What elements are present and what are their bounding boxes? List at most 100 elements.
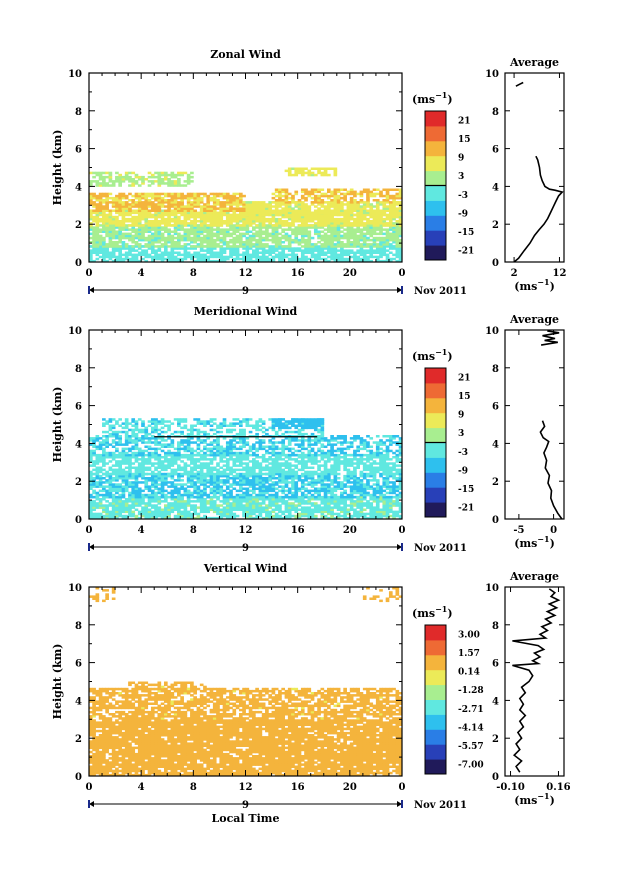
- heatmap-cell: [160, 217, 165, 221]
- heatmap-cell: [92, 203, 96, 206]
- heatmap-cell: [147, 489, 152, 493]
- heatmap-cell: [115, 483, 119, 486]
- heatmap-cell: [209, 234, 214, 238]
- heatmap-cell: [261, 245, 266, 248]
- heatmap-cell: [395, 485, 400, 488]
- heatmap-cell: [157, 211, 162, 215]
- heatmap-cell: [137, 175, 142, 179]
- heatmap-cell: [255, 495, 259, 499]
- heatmap-cell: [375, 481, 380, 484]
- heatmap-cell: [313, 255, 318, 259]
- heatmap-cell: [343, 491, 347, 495]
- heatmap-cell: [327, 516, 331, 520]
- heatmap-cell: [271, 508, 276, 511]
- heatmap-cell: [258, 213, 263, 217]
- heatmap-cell: [245, 510, 250, 514]
- heatmap-cell: [111, 209, 116, 212]
- heatmap-cell: [304, 259, 308, 263]
- heatmap-cell: [278, 213, 282, 217]
- heatmap-cell: [115, 468, 119, 472]
- heatmap-cell: [177, 180, 181, 183]
- heatmap-cell: [177, 472, 181, 476]
- heatmap-cell: [177, 510, 181, 514]
- heatmap-cell: [323, 483, 328, 486]
- heatmap-cell: [317, 495, 321, 499]
- heatmap-cell: [131, 249, 136, 252]
- heatmap-cell: [366, 232, 370, 236]
- heatmap-cell: [242, 232, 246, 236]
- heatmap-cell: [177, 512, 181, 516]
- heatmap-cell: [229, 205, 233, 208]
- heatmap-cell: [177, 257, 181, 261]
- heatmap-cell: [95, 199, 100, 202]
- heatmap-cell: [199, 498, 204, 501]
- heatmap-cell: [203, 207, 207, 210]
- heatmap-cell: [330, 500, 334, 503]
- heatmap-cell: [203, 506, 207, 509]
- heatmap-cell: [366, 259, 370, 263]
- heatmap-cell: [167, 178, 171, 181]
- heatmap-cell: [157, 209, 162, 212]
- heatmap-cell: [203, 504, 207, 507]
- heatmap-cell: [144, 477, 149, 480]
- heatmap-cell: [379, 228, 383, 231]
- heatmap-cell: [163, 228, 168, 231]
- heatmap-cell: [333, 257, 338, 261]
- heatmap-cell: [278, 485, 282, 488]
- heatmap-cell: [379, 213, 383, 217]
- heatmap-cell: [137, 192, 142, 196]
- heatmap-cell: [274, 477, 279, 480]
- heatmap-cell: [154, 207, 158, 210]
- heatmap-cell: [196, 201, 201, 204]
- heatmap-cell: [232, 504, 237, 507]
- heatmap-cell: [196, 194, 201, 198]
- heatmap-cell: [398, 196, 403, 200]
- heatmap-cell: [216, 238, 220, 242]
- heatmap-cell: [242, 213, 246, 217]
- heatmap-cell: [268, 226, 272, 229]
- heatmap-cell: [382, 514, 387, 518]
- heatmap-cell: [180, 514, 184, 518]
- heatmap-cell: [235, 504, 240, 507]
- heatmap-cell: [398, 211, 403, 215]
- heatmap-cell: [359, 217, 364, 221]
- heatmap-cell: [92, 464, 96, 467]
- heatmap-cell: [163, 474, 168, 478]
- heatmap-cell: [388, 251, 393, 254]
- heatmap-cell: [294, 215, 299, 219]
- heatmap-cell: [340, 209, 344, 212]
- heatmap-cell: [131, 226, 136, 229]
- heatmap-cell: [395, 234, 400, 238]
- heatmap-cell: [144, 215, 149, 219]
- unit-exp: −1: [435, 90, 447, 100]
- heatmap-cell: [375, 226, 380, 229]
- heatmap-cell: [131, 466, 136, 469]
- heatmap-cell: [95, 468, 100, 472]
- heatmap-cell: [235, 251, 240, 254]
- heatmap-cell: [222, 201, 227, 204]
- heatmap-cell: [144, 506, 149, 509]
- heatmap-cell: [105, 462, 109, 465]
- heatmap-cell: [150, 203, 155, 206]
- heatmap-cell: [304, 472, 308, 476]
- heatmap-cell: [177, 184, 181, 187]
- heatmap-cell: [379, 241, 383, 244]
- heatmap-cell: [398, 192, 403, 196]
- heatmap-cell: [111, 217, 116, 221]
- heatmap-cell: [115, 215, 119, 219]
- heatmap-cell: [111, 249, 116, 252]
- heatmap-cell: [102, 199, 106, 202]
- heatmap-cell: [310, 215, 315, 219]
- heatmap-cell: [238, 226, 243, 229]
- heatmap-cell: [330, 472, 334, 476]
- heatmap-cell: [183, 508, 188, 511]
- heatmap-cell: [346, 493, 351, 497]
- heatmap-cell: [115, 205, 119, 208]
- heatmap-cell: [229, 209, 233, 212]
- heatmap-cell: [353, 238, 357, 242]
- heatmap-cell: [102, 506, 106, 509]
- heatmap-cell: [317, 255, 321, 259]
- heatmap-cell: [242, 205, 246, 208]
- heatmap-cell: [131, 220, 136, 223]
- heatmap-cell: [170, 203, 175, 206]
